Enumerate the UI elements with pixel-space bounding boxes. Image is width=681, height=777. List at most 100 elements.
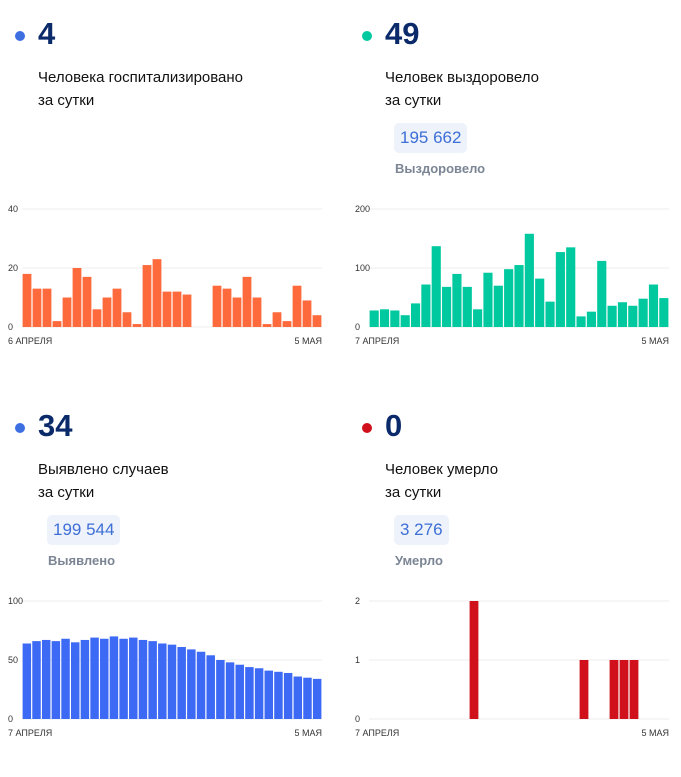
recovered-description: Человек выздоровело за сутки	[385, 69, 539, 109]
bar	[22, 643, 32, 719]
bar	[607, 305, 617, 327]
bar	[442, 286, 452, 327]
bar	[112, 288, 122, 327]
bar	[303, 677, 312, 719]
bar	[158, 643, 167, 719]
bar	[452, 273, 462, 327]
deaths-chart: 0 1 2 7 АПРЕЛЯ 5 МАЯ	[355, 596, 669, 738]
bar	[41, 639, 51, 719]
bar	[61, 638, 70, 719]
hospitalized-description: Человека госпитализировано за сутки	[38, 69, 244, 109]
detected-description: Выявлено случаев за сутки	[38, 461, 169, 501]
bar	[629, 660, 639, 719]
bar	[628, 305, 638, 327]
bar	[216, 660, 225, 719]
detected-count: 34	[38, 408, 73, 443]
bar	[225, 662, 235, 719]
red-dot-icon	[362, 423, 372, 433]
bar	[638, 298, 648, 327]
bar	[283, 672, 293, 719]
y-tick-label: 0	[355, 714, 360, 724]
bar	[90, 637, 99, 719]
bar	[32, 288, 42, 327]
bar	[162, 291, 172, 327]
bar	[242, 276, 252, 327]
bar	[222, 288, 232, 327]
bar	[235, 664, 244, 719]
bar	[609, 660, 619, 719]
bar	[245, 667, 254, 719]
bar	[469, 601, 479, 719]
bar	[172, 291, 182, 327]
deaths-total: 3 276	[394, 515, 449, 545]
y-tick-label: 2	[355, 596, 360, 606]
bar	[196, 651, 206, 719]
deaths-panel: 0 Человек умерло за сутки 3 276 Умерло 0…	[347, 392, 681, 777]
bar	[555, 252, 565, 327]
bar	[659, 298, 669, 327]
bar	[410, 303, 421, 327]
bar	[252, 297, 262, 327]
y-tick-label: 100	[355, 263, 370, 273]
bar	[177, 647, 186, 719]
bar	[142, 265, 152, 327]
hospitalized-chart: 0 20 40 6 АПРЕЛЯ 5 МАЯ	[8, 204, 322, 346]
bar	[52, 321, 62, 327]
recovered-total: 195 662	[394, 123, 468, 153]
bar	[132, 324, 142, 327]
detected-total-label: Выявлено	[48, 553, 116, 568]
bar	[535, 278, 545, 327]
bar	[462, 286, 472, 327]
bar	[282, 321, 292, 327]
bar	[62, 297, 72, 327]
bar	[109, 636, 119, 719]
bar	[369, 310, 379, 327]
bar	[182, 294, 192, 327]
blue-dot-icon	[15, 423, 25, 433]
bar	[648, 284, 659, 327]
bar	[206, 655, 215, 719]
y-tick-label: 1	[355, 655, 360, 665]
bar	[473, 309, 483, 327]
bar	[119, 638, 128, 719]
bar	[152, 259, 162, 327]
x-start-label: 7 АПРЕЛЯ	[355, 336, 399, 346]
hospitalized-count: 4	[38, 16, 56, 51]
blue-dot-icon	[15, 31, 25, 41]
recovered-panel: 49 Человек выздоровело за сутки 195 662 …	[347, 0, 681, 388]
bar	[212, 285, 222, 327]
bar	[92, 309, 102, 327]
y-tick-label: 0	[8, 322, 13, 332]
x-start-label: 7 АПРЕЛЯ	[8, 728, 52, 738]
recovered-chart: 0 100 200 7 АПРЕЛЯ 5 МАЯ	[355, 204, 669, 346]
bar	[100, 638, 109, 719]
bar	[70, 642, 80, 719]
y-tick-label: 20	[8, 263, 18, 273]
detected-panel: 34 Выявлено случаев за сутки 199 544 Выя…	[0, 392, 340, 777]
bar	[390, 310, 400, 327]
bar	[272, 312, 282, 327]
bar	[129, 637, 138, 719]
bar	[82, 276, 92, 327]
bar	[262, 324, 272, 327]
x-start-label: 6 АПРЕЛЯ	[8, 336, 52, 346]
bar	[22, 273, 32, 327]
hospitalized-panel: 4 Человека госпитализировано за сутки 0 2…	[0, 0, 340, 388]
bar	[576, 316, 586, 327]
bar	[42, 288, 52, 327]
deaths-description: Человек умерло за сутки	[385, 461, 499, 501]
bar	[483, 272, 493, 327]
bar	[586, 311, 596, 327]
bar	[545, 301, 555, 327]
recovered-count: 49	[385, 16, 420, 51]
bar	[619, 660, 629, 719]
bar	[524, 233, 534, 327]
bar	[312, 678, 322, 719]
deaths-total-label: Умерло	[395, 553, 443, 568]
y-tick-label: 0	[8, 714, 13, 724]
bar	[431, 246, 441, 327]
bar	[504, 269, 514, 327]
bar	[148, 641, 157, 719]
bar	[293, 676, 303, 719]
bar	[312, 315, 322, 327]
